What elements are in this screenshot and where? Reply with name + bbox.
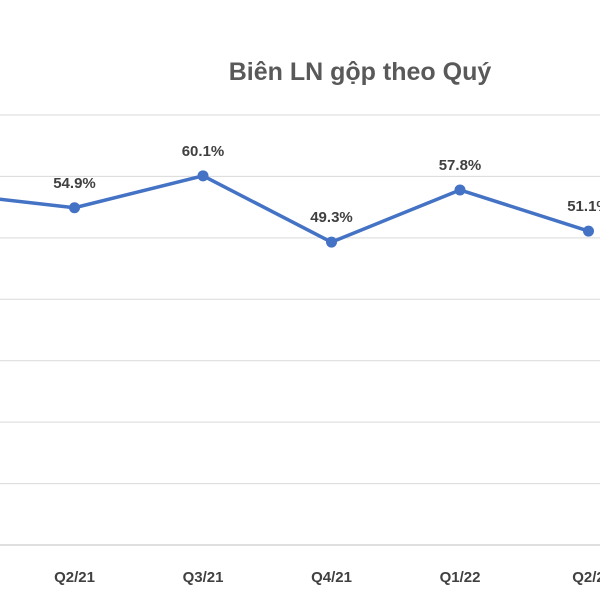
x-tick-label: Q4/21 — [311, 569, 352, 586]
series-line — [0, 174, 591, 244]
x-tick-label: Q2/21 — [54, 569, 95, 586]
chart-title: Biên LN gộp theo Quý — [228, 58, 492, 86]
data-label: 51.1% — [567, 198, 600, 215]
x-tick-label: Q2/2 — [572, 569, 600, 586]
data-point — [69, 202, 80, 214]
data-point — [454, 184, 466, 196]
x-tick-label: Q3/21 — [183, 569, 224, 586]
x-tick-label: Q1/22 — [440, 569, 481, 586]
data-point — [197, 170, 209, 182]
data-label: 49.3% — [310, 209, 353, 226]
data-label: 60.1% — [182, 143, 225, 160]
data-label: 57.8% — [439, 157, 482, 174]
data-point — [326, 236, 337, 248]
data-point — [583, 225, 594, 237]
data-label: 54.9% — [53, 175, 96, 192]
